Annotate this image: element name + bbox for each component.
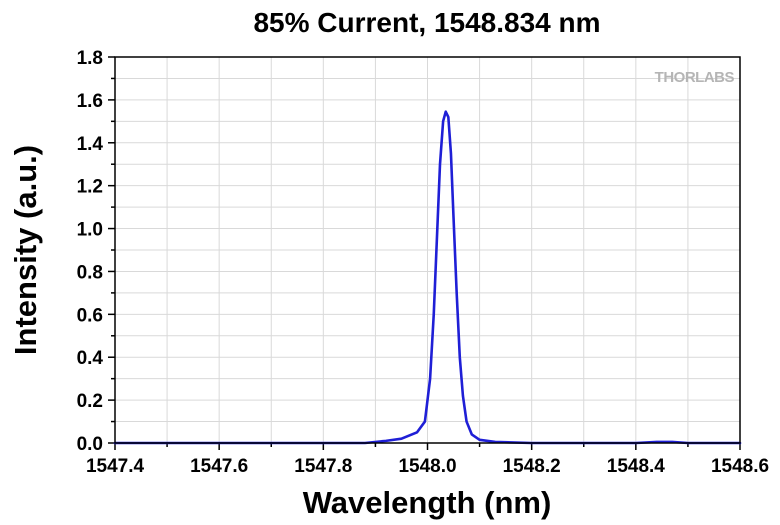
x-axis-label: Wavelength (nm) [303, 485, 552, 520]
y-tick-label: 0.2 [77, 391, 103, 412]
y-tick-labels: 0.0 0.2 0.4 0.6 0.8 1.0 1.2 1.4 1.6 1.8 [77, 48, 104, 455]
y-tick-label: 0.6 [77, 305, 103, 326]
y-tick-label: 0.0 [77, 434, 103, 455]
x-tick-label: 1548.0 [398, 456, 456, 477]
y-tick-label: 1.8 [77, 48, 103, 69]
x-tick-label: 1548.2 [503, 456, 561, 477]
x-tick-labels: 1547.4 1547.6 1547.8 1548.0 1548.2 1548.4 1548… [86, 456, 769, 477]
x-tick-label: 1547.8 [294, 456, 352, 477]
thorlabs-watermark: THORLABS [655, 69, 735, 86]
x-tick-label: 1548.4 [607, 456, 666, 477]
y-tick-label: 1.0 [77, 220, 103, 241]
y-tick-label: 1.4 [77, 134, 104, 155]
y-axis-label: Intensity (a.u.) [8, 145, 43, 355]
y-tick-label: 0.4 [77, 348, 104, 369]
y-tick-label: 0.8 [77, 262, 103, 283]
axis-ticks [108, 56, 741, 450]
grid [115, 57, 740, 443]
chart-title: 85% Current, 1548.834 nm [253, 7, 600, 38]
x-tick-label: 1548.6 [711, 456, 769, 477]
plot-frame [114, 56, 741, 444]
x-tick-label: 1547.4 [86, 456, 145, 477]
x-tick-label: 1547.6 [190, 456, 248, 477]
y-tick-label: 1.2 [77, 177, 103, 198]
y-tick-label: 1.6 [77, 91, 103, 112]
